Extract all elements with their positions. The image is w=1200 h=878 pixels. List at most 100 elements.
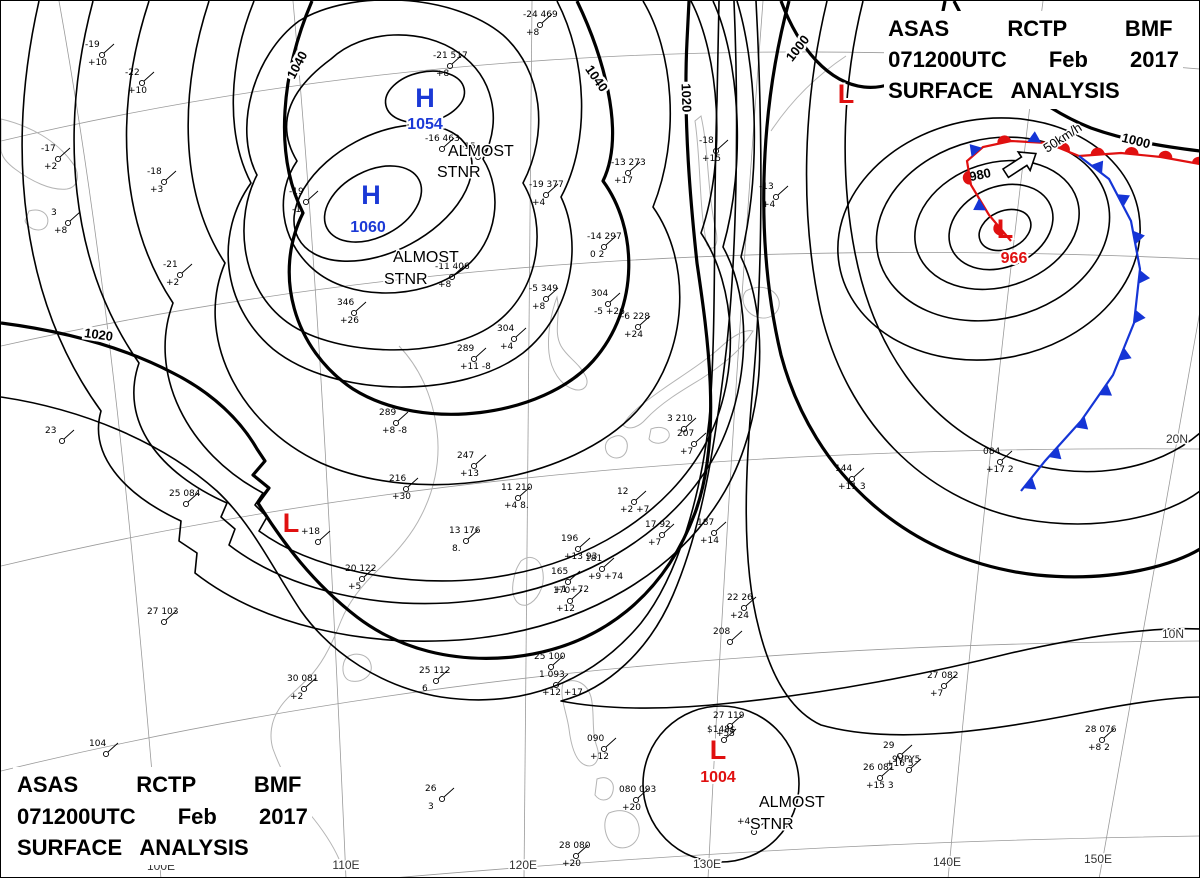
wind-barb-icon — [397, 411, 409, 422]
station-circle-icon — [600, 745, 608, 753]
wind-barb-icon — [307, 190, 319, 201]
title-line-2: 071200UTC Feb 2017 — [17, 803, 308, 829]
svg-text:11 210: 11 210 — [501, 483, 533, 493]
cold-front-marker-icon — [1118, 347, 1132, 361]
station-plot: 26 081 +15 3 — [863, 763, 895, 791]
station-plot: 181 +9 +74 — [585, 554, 623, 582]
wind-barb-icon — [755, 820, 767, 831]
station-circle-icon — [470, 355, 478, 363]
station-circle-icon — [572, 852, 580, 860]
station-plot: 28 080 +20 — [559, 841, 591, 869]
wind-barb-icon — [777, 185, 789, 196]
wind-barb-icon — [557, 673, 569, 684]
station-circle-icon — [432, 677, 440, 685]
station-plot: 080 093 +20 — [619, 785, 656, 813]
svg-text:+4: +4 — [532, 198, 546, 208]
svg-text:12: 12 — [617, 487, 628, 497]
svg-text:-14 297: -14 297 — [587, 232, 622, 242]
svg-text:144: 144 — [835, 464, 852, 474]
station-circle-icon — [630, 498, 638, 506]
svg-text:+15 3: +15 3 — [866, 781, 894, 791]
pressure-center-value: 966 — [1001, 250, 1028, 267]
movement-note: ALMOST — [393, 249, 459, 266]
svg-text:0 2: 0 2 — [590, 250, 604, 260]
station-circle-icon — [474, 153, 482, 161]
svg-text:+30: +30 — [392, 492, 411, 502]
wind-barb-icon — [663, 523, 675, 534]
svg-text:20 122: 20 122 — [345, 564, 377, 574]
wind-barb-icon — [479, 145, 491, 156]
svg-text:27 119: 27 119 — [713, 711, 745, 721]
warm-front-marker-icon — [1124, 147, 1139, 155]
cold-front-marker-icon — [1138, 269, 1151, 284]
wind-barb-icon — [552, 655, 564, 666]
station-plot: 23 — [45, 426, 75, 445]
station-plot: 25 084 — [169, 489, 201, 508]
station-circle-icon — [876, 774, 884, 782]
station-circle-icon — [102, 750, 110, 758]
wind-barb-icon — [901, 744, 913, 755]
wind-barb-icon — [59, 147, 71, 158]
station-circle-icon — [542, 295, 550, 303]
station-circle-icon — [438, 145, 446, 153]
svg-text:+2: +2 — [44, 162, 57, 172]
station-circle-icon — [182, 500, 190, 508]
station-plot: 25 112 6 — [419, 666, 451, 694]
station-circle-icon — [726, 638, 734, 646]
svg-text:289: 289 — [379, 408, 396, 418]
station-plot: 104 — [89, 739, 119, 758]
station-circle-icon — [710, 529, 718, 537]
title-line-3: SURFACE ANALYSIS — [17, 834, 249, 860]
svg-text:13 176: 13 176 — [449, 526, 481, 536]
station-circle-icon — [300, 685, 308, 693]
cold-front-marker-icon — [969, 144, 983, 157]
wind-barb-icon — [685, 417, 697, 428]
wind-barb-icon — [603, 557, 615, 568]
cold-front-marker-icon — [1090, 160, 1104, 174]
station-circle-icon — [896, 752, 904, 760]
pressure-center-value: 1004 — [700, 769, 736, 786]
svg-text:+14: +14 — [700, 536, 719, 546]
svg-text:6: 6 — [422, 684, 428, 694]
station-circle-icon — [552, 681, 560, 689]
title-line-1: ASAS RCTP BMF — [17, 772, 302, 798]
svg-text:-17: -17 — [41, 144, 56, 154]
station-plot: $148$ — [707, 725, 737, 744]
wind-barb-icon — [715, 521, 727, 532]
svg-text:27 103: 27 103 — [147, 607, 179, 617]
wind-barb-icon — [547, 287, 559, 298]
station-circle-icon — [996, 458, 1004, 466]
svg-text:-18: -18 — [147, 167, 162, 177]
station-plot: 27 119 +55 — [713, 711, 745, 739]
station-plot: 196 +13 93 — [561, 534, 597, 562]
station-plot: 12 +2 +7 — [617, 487, 649, 515]
wind-barb-icon — [569, 570, 581, 581]
wind-barb-icon — [605, 235, 617, 246]
wind-barb-icon — [609, 292, 621, 303]
station-plot: -13 273 +17 — [611, 158, 646, 186]
svg-text:+1 +72: +1 +72 — [554, 585, 589, 595]
station-plot: 289 +8 -8 — [379, 408, 409, 436]
station-plot: 207 +7 — [677, 429, 707, 457]
pressure-center: H 1060 ALMOST STNR — [348, 178, 460, 290]
station-plot: -24 469 +8 — [523, 10, 558, 38]
graticule-label: 110E — [332, 858, 359, 872]
station-circle-icon — [566, 597, 574, 605]
svg-text:216: 216 — [389, 474, 406, 484]
station-plot: -21 +2 — [163, 260, 193, 288]
svg-text:-6 228: -6 228 — [621, 312, 650, 322]
cold-front-marker-icon — [1116, 194, 1130, 207]
svg-text:+16 5: +16 5 — [886, 759, 914, 769]
svg-text:+13 93: +13 93 — [564, 552, 597, 562]
cold-front-line — [1020, 155, 1142, 492]
pressure-center-letter: H — [361, 180, 381, 210]
station-plot: -18 +15 — [699, 136, 729, 164]
station-circle-icon — [402, 485, 410, 493]
warm-front-marker-icon — [1090, 147, 1105, 156]
movement-note: ALMOST — [448, 143, 514, 160]
movement-arrow — [1001, 151, 1038, 179]
graticule-label: 10N — [1162, 627, 1184, 641]
wind-barb-icon — [407, 477, 419, 488]
station-plot: 29 +16 5 — [883, 741, 914, 769]
wind-barb-icon — [515, 327, 527, 338]
